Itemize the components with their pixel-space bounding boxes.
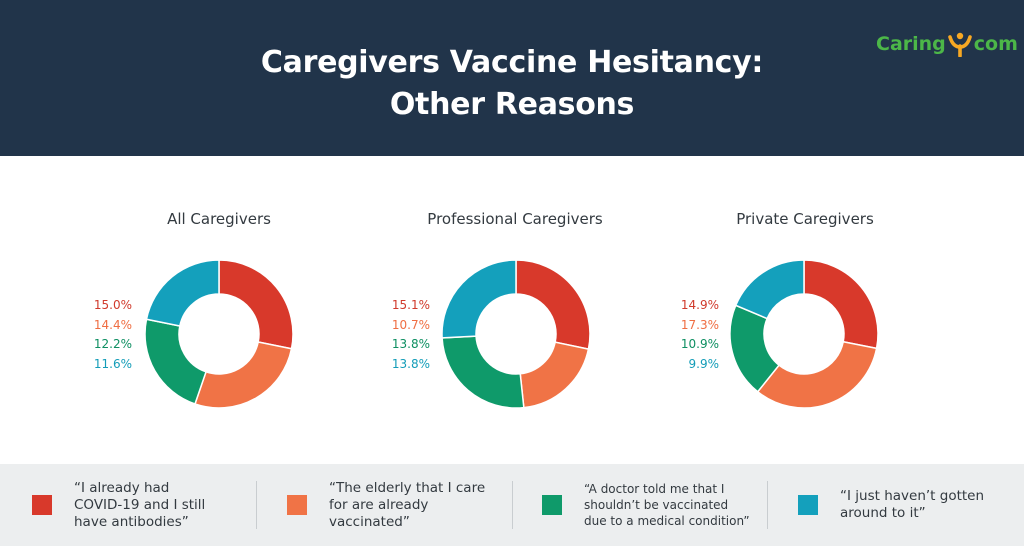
donut-slice-medical-condition [144, 318, 207, 405]
data-label: 10.9% [680, 337, 719, 351]
donut-chart-all [144, 259, 294, 409]
legend-label: “A doctor told me that I shouldn’t be va… [584, 482, 750, 528]
panel-title-private: Private Caregivers [736, 210, 874, 228]
legend-swatch [798, 495, 818, 515]
donut-slice-elderly-vaccinated [194, 341, 293, 409]
caring-logo: Caring com [876, 30, 1018, 58]
donut-slice-had-covid [515, 259, 591, 351]
legend-swatch [287, 495, 307, 515]
header-banner: Caregivers Vaccine Hesitancy: Other Reas… [0, 0, 1024, 156]
data-label: 13.8% [391, 337, 430, 351]
donut-chart-private [729, 259, 879, 409]
donut-slice-elderly-vaccinated [756, 340, 878, 409]
data-label: 9.9% [688, 356, 720, 371]
legend-label: “I already had COVID-19 and I still have… [74, 479, 206, 530]
title-line-2: Other Reasons [389, 87, 635, 122]
legend-swatch [542, 495, 562, 515]
donut-chart-professional [441, 259, 591, 409]
data-label: 14.9% [680, 298, 719, 312]
data-label: 15.1% [391, 298, 430, 312]
legend-item-medical-condition: “A doctor told me that I shouldn’t be va… [542, 464, 750, 546]
donut-slice-medical-condition [441, 335, 525, 409]
caring-person-icon [947, 32, 972, 57]
panel-title-all: All Caregivers [167, 210, 271, 228]
data-label: 10.7% [391, 317, 430, 332]
legend-swatch [32, 495, 52, 515]
data-label: 13.8% [391, 356, 430, 371]
panel-title-professional: Professional Caregivers [427, 210, 603, 228]
value-labels-all: 15.0% 14.4% 12.2% 11.6% [82, 296, 132, 374]
donut-slice-havent-gotten-around [734, 259, 805, 320]
legend-divider [512, 481, 513, 529]
legend-item-elderly-vaccinated: “The elderly that I care for are already… [287, 464, 485, 546]
value-labels-professional: 15.1% 10.7% 13.8% 13.8% [380, 296, 430, 374]
data-label: 15.0% [93, 298, 132, 312]
legend-label: “The elderly that I care for are already… [329, 479, 486, 530]
legend-item-havent-gotten-around: “I just haven’t gotten around to it” [798, 464, 984, 546]
legend-item-had-covid: “I already had COVID-19 and I still have… [32, 464, 205, 546]
title-line-1: Caregivers Vaccine Hesitancy: [260, 45, 764, 80]
data-label: 17.3% [680, 317, 719, 332]
donut-slice-had-covid [218, 259, 294, 350]
donut-slice-had-covid [803, 259, 879, 350]
legend-divider [767, 481, 768, 529]
legend-divider [256, 481, 257, 529]
logo-text-right: com [973, 33, 1018, 55]
page-title: Caregivers Vaccine Hesitancy: Other Reas… [0, 42, 1024, 126]
data-label: 11.6% [93, 356, 132, 371]
donut-slice-havent-gotten-around [145, 259, 220, 327]
value-labels-private: 14.9% 17.3% 10.9% 9.9% [669, 296, 719, 374]
donut-slice-elderly-vaccinated [519, 341, 590, 409]
data-label: 14.4% [93, 317, 132, 332]
legend-label: “I just haven’t gotten around to it” [840, 488, 985, 521]
donut-slice-havent-gotten-around [441, 259, 517, 339]
logo-text-left: Caring [876, 33, 946, 55]
data-label: 12.2% [93, 337, 132, 351]
